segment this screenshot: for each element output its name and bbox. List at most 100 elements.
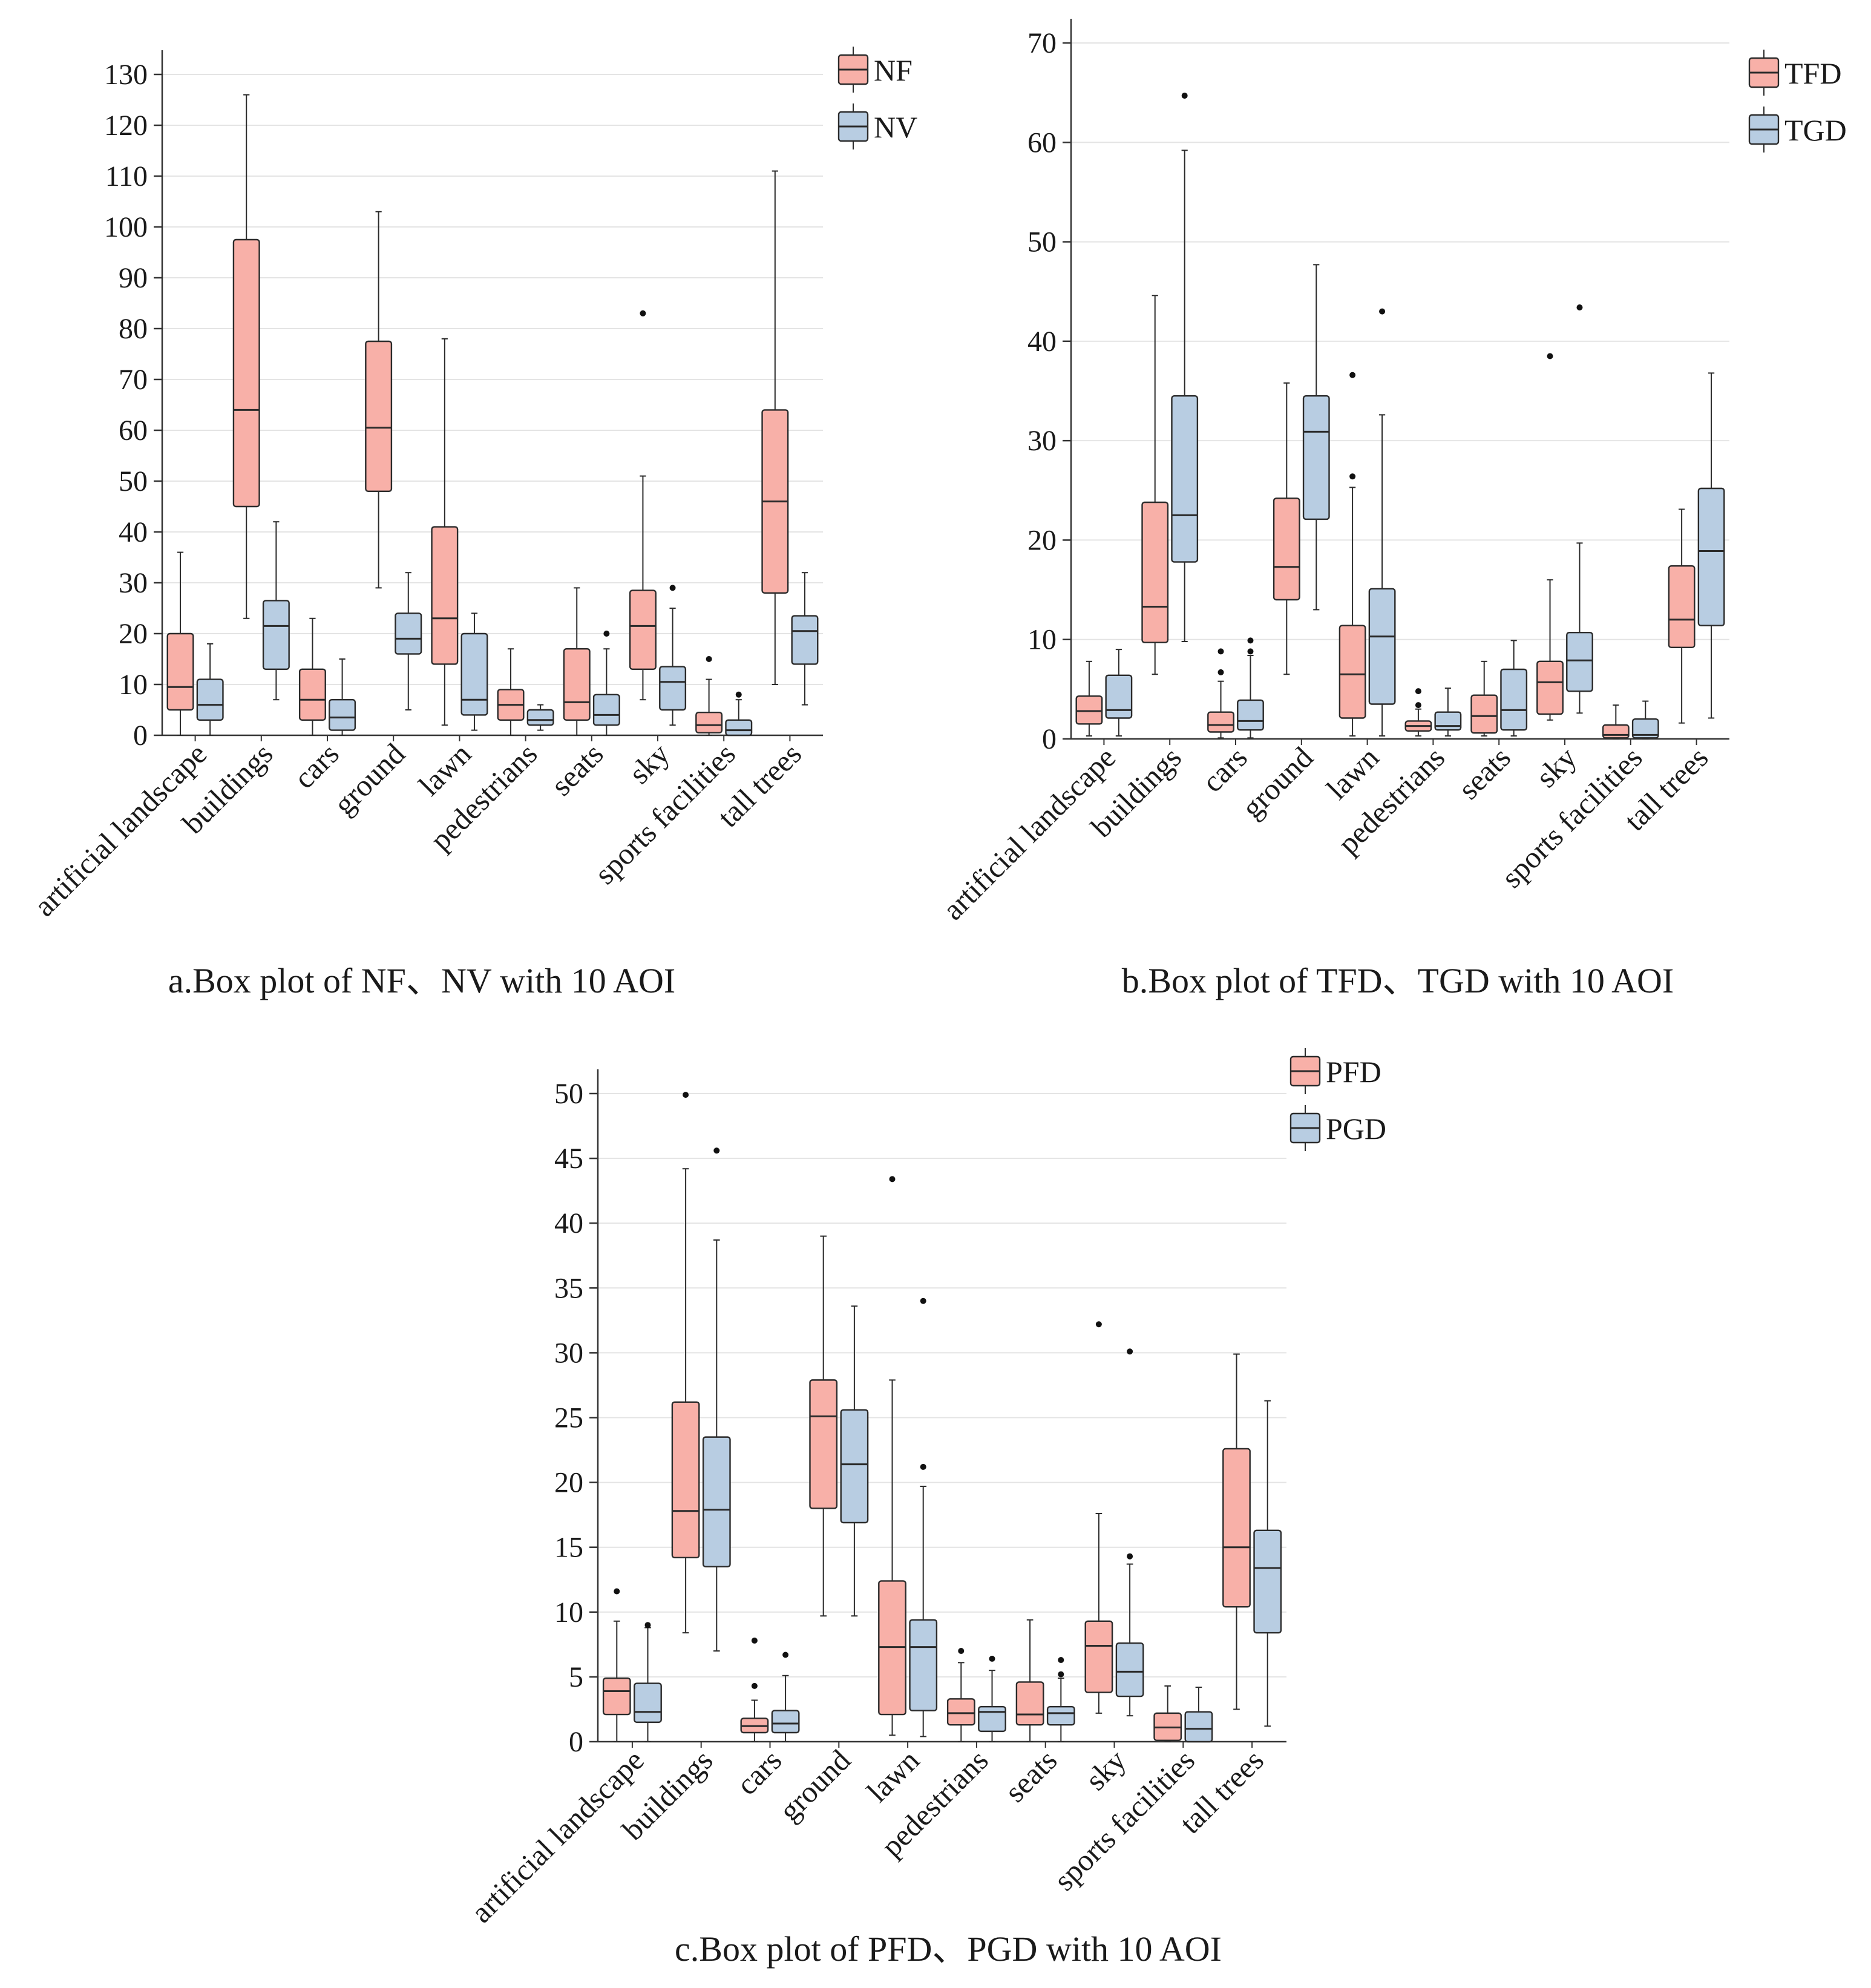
box-nf-artificial-landscape: [166, 551, 194, 736]
box-body: [1668, 565, 1696, 649]
box-pfd-artificial-landscape: [602, 1588, 631, 1742]
outlier-point: [958, 1648, 965, 1655]
box-body: [1084, 1620, 1113, 1693]
box-tfd-buildings: [1141, 295, 1169, 675]
legend-item-nv: NV: [837, 103, 917, 149]
box-body: [1171, 395, 1199, 563]
box-pgd-artificial-landscape: [634, 1622, 662, 1742]
box-tgd-pedestrians: [1434, 687, 1462, 737]
panel-title: c.Box plot of PFD、PGD with 10 AOI: [675, 1929, 1222, 1969]
box-body: [1470, 694, 1498, 734]
y-tick-label: 20: [1027, 524, 1057, 556]
box-body: [702, 1436, 731, 1568]
box-nf-seats: [563, 587, 591, 736]
box-body: [1105, 674, 1133, 719]
outlier-point: [782, 1652, 789, 1658]
box-tgd-sports-facilities: [1631, 700, 1659, 740]
box-tfd-pedestrians: [1404, 688, 1432, 737]
box-tfd-sky: [1536, 353, 1564, 721]
box-body: [695, 711, 723, 733]
box-pfd-lawn: [878, 1176, 906, 1736]
box-tfd-lawn: [1339, 372, 1366, 737]
box-body: [1237, 699, 1264, 731]
box-body: [1184, 1711, 1213, 1743]
box-nv-sky: [659, 585, 687, 726]
y-tick-label: 120: [104, 110, 148, 142]
box-body: [329, 698, 356, 731]
box-tgd-lawn: [1368, 308, 1396, 737]
outlier-point: [920, 1297, 926, 1304]
y-tick-label: 70: [119, 364, 148, 396]
box-body: [1631, 718, 1659, 739]
y-tick-label: 40: [119, 516, 148, 548]
box-tfd-artificial-landscape: [1075, 660, 1103, 737]
outlier-point: [669, 585, 676, 591]
legend-item-pfd: PFD: [1289, 1048, 1381, 1094]
legend-label: TGD: [1784, 113, 1847, 147]
y-tick-label: 0: [133, 720, 148, 752]
box-nv-sports-facilities: [725, 691, 753, 736]
box-body: [1602, 724, 1630, 739]
box-nf-cars: [298, 617, 326, 736]
box-pgd-ground: [840, 1305, 869, 1617]
box-body: [196, 678, 224, 721]
box-body: [634, 1682, 662, 1724]
outlier-point: [1415, 688, 1421, 695]
outlier-point: [640, 310, 646, 317]
outlier-point: [889, 1176, 896, 1183]
y-tick-label: 100: [104, 211, 148, 243]
box-body: [1368, 588, 1396, 705]
box-pfd-tall-trees: [1222, 1353, 1251, 1710]
y-tick-label: 110: [105, 160, 148, 192]
box-tgd-sky: [1566, 304, 1593, 714]
y-tick-label: 20: [554, 1467, 583, 1499]
panel-title: b.Box plot of TFD、TGD with 10 AOI: [1122, 961, 1674, 1000]
y-tick-label: 80: [119, 313, 148, 345]
legend-label: PFD: [1326, 1055, 1381, 1089]
y-tick-label: 20: [119, 618, 148, 650]
box-pgd-lawn: [909, 1297, 938, 1737]
outlier-point: [1127, 1553, 1133, 1560]
y-tick-label: 30: [554, 1337, 583, 1369]
legend-label: NV: [874, 110, 917, 144]
box-nf-pedestrians: [497, 648, 525, 736]
outlier-point: [1217, 648, 1224, 655]
box-body: [1015, 1681, 1044, 1726]
box-nv-lawn: [460, 612, 488, 731]
box-body: [1141, 501, 1169, 643]
outlier-point: [1095, 1321, 1102, 1328]
box-body: [298, 668, 326, 721]
outlier-point: [920, 1463, 926, 1470]
y-tick-label: 60: [119, 415, 148, 447]
box-nv-buildings: [262, 521, 290, 701]
box-tfd-ground: [1273, 382, 1300, 675]
y-tick-label: 40: [1027, 326, 1057, 358]
legend-label: PGD: [1326, 1112, 1386, 1146]
box-body: [365, 340, 393, 493]
y-tick-label: 60: [1027, 126, 1057, 159]
box-tgd-buildings: [1171, 93, 1199, 642]
y-tick-label: 90: [119, 262, 148, 294]
y-tick-label: 40: [554, 1207, 583, 1239]
box-tfd-seats: [1470, 660, 1498, 737]
outlier-point: [1217, 669, 1224, 675]
outlier-point: [706, 656, 712, 662]
box-body: [1253, 1529, 1282, 1634]
box-pgd-sky: [1115, 1348, 1144, 1717]
outlier-point: [614, 1588, 620, 1595]
box-pfd-buildings: [671, 1092, 700, 1634]
box-body: [1566, 632, 1593, 692]
outlier-point: [1247, 648, 1254, 655]
box-pgd-cars: [771, 1652, 800, 1742]
box-body: [946, 1698, 975, 1726]
box-body: [1273, 497, 1300, 601]
panel-title: a.Box plot of NF、NV with 10 AOI: [168, 961, 675, 1000]
legend-label: NF: [874, 53, 913, 87]
outlier-point: [1379, 308, 1386, 315]
box-tgd-ground: [1302, 264, 1330, 611]
box-pgd-pedestrians: [978, 1655, 1006, 1742]
box-body: [671, 1401, 700, 1559]
box-tgd-tall-trees: [1697, 372, 1725, 719]
box-pgd-buildings: [702, 1147, 731, 1652]
